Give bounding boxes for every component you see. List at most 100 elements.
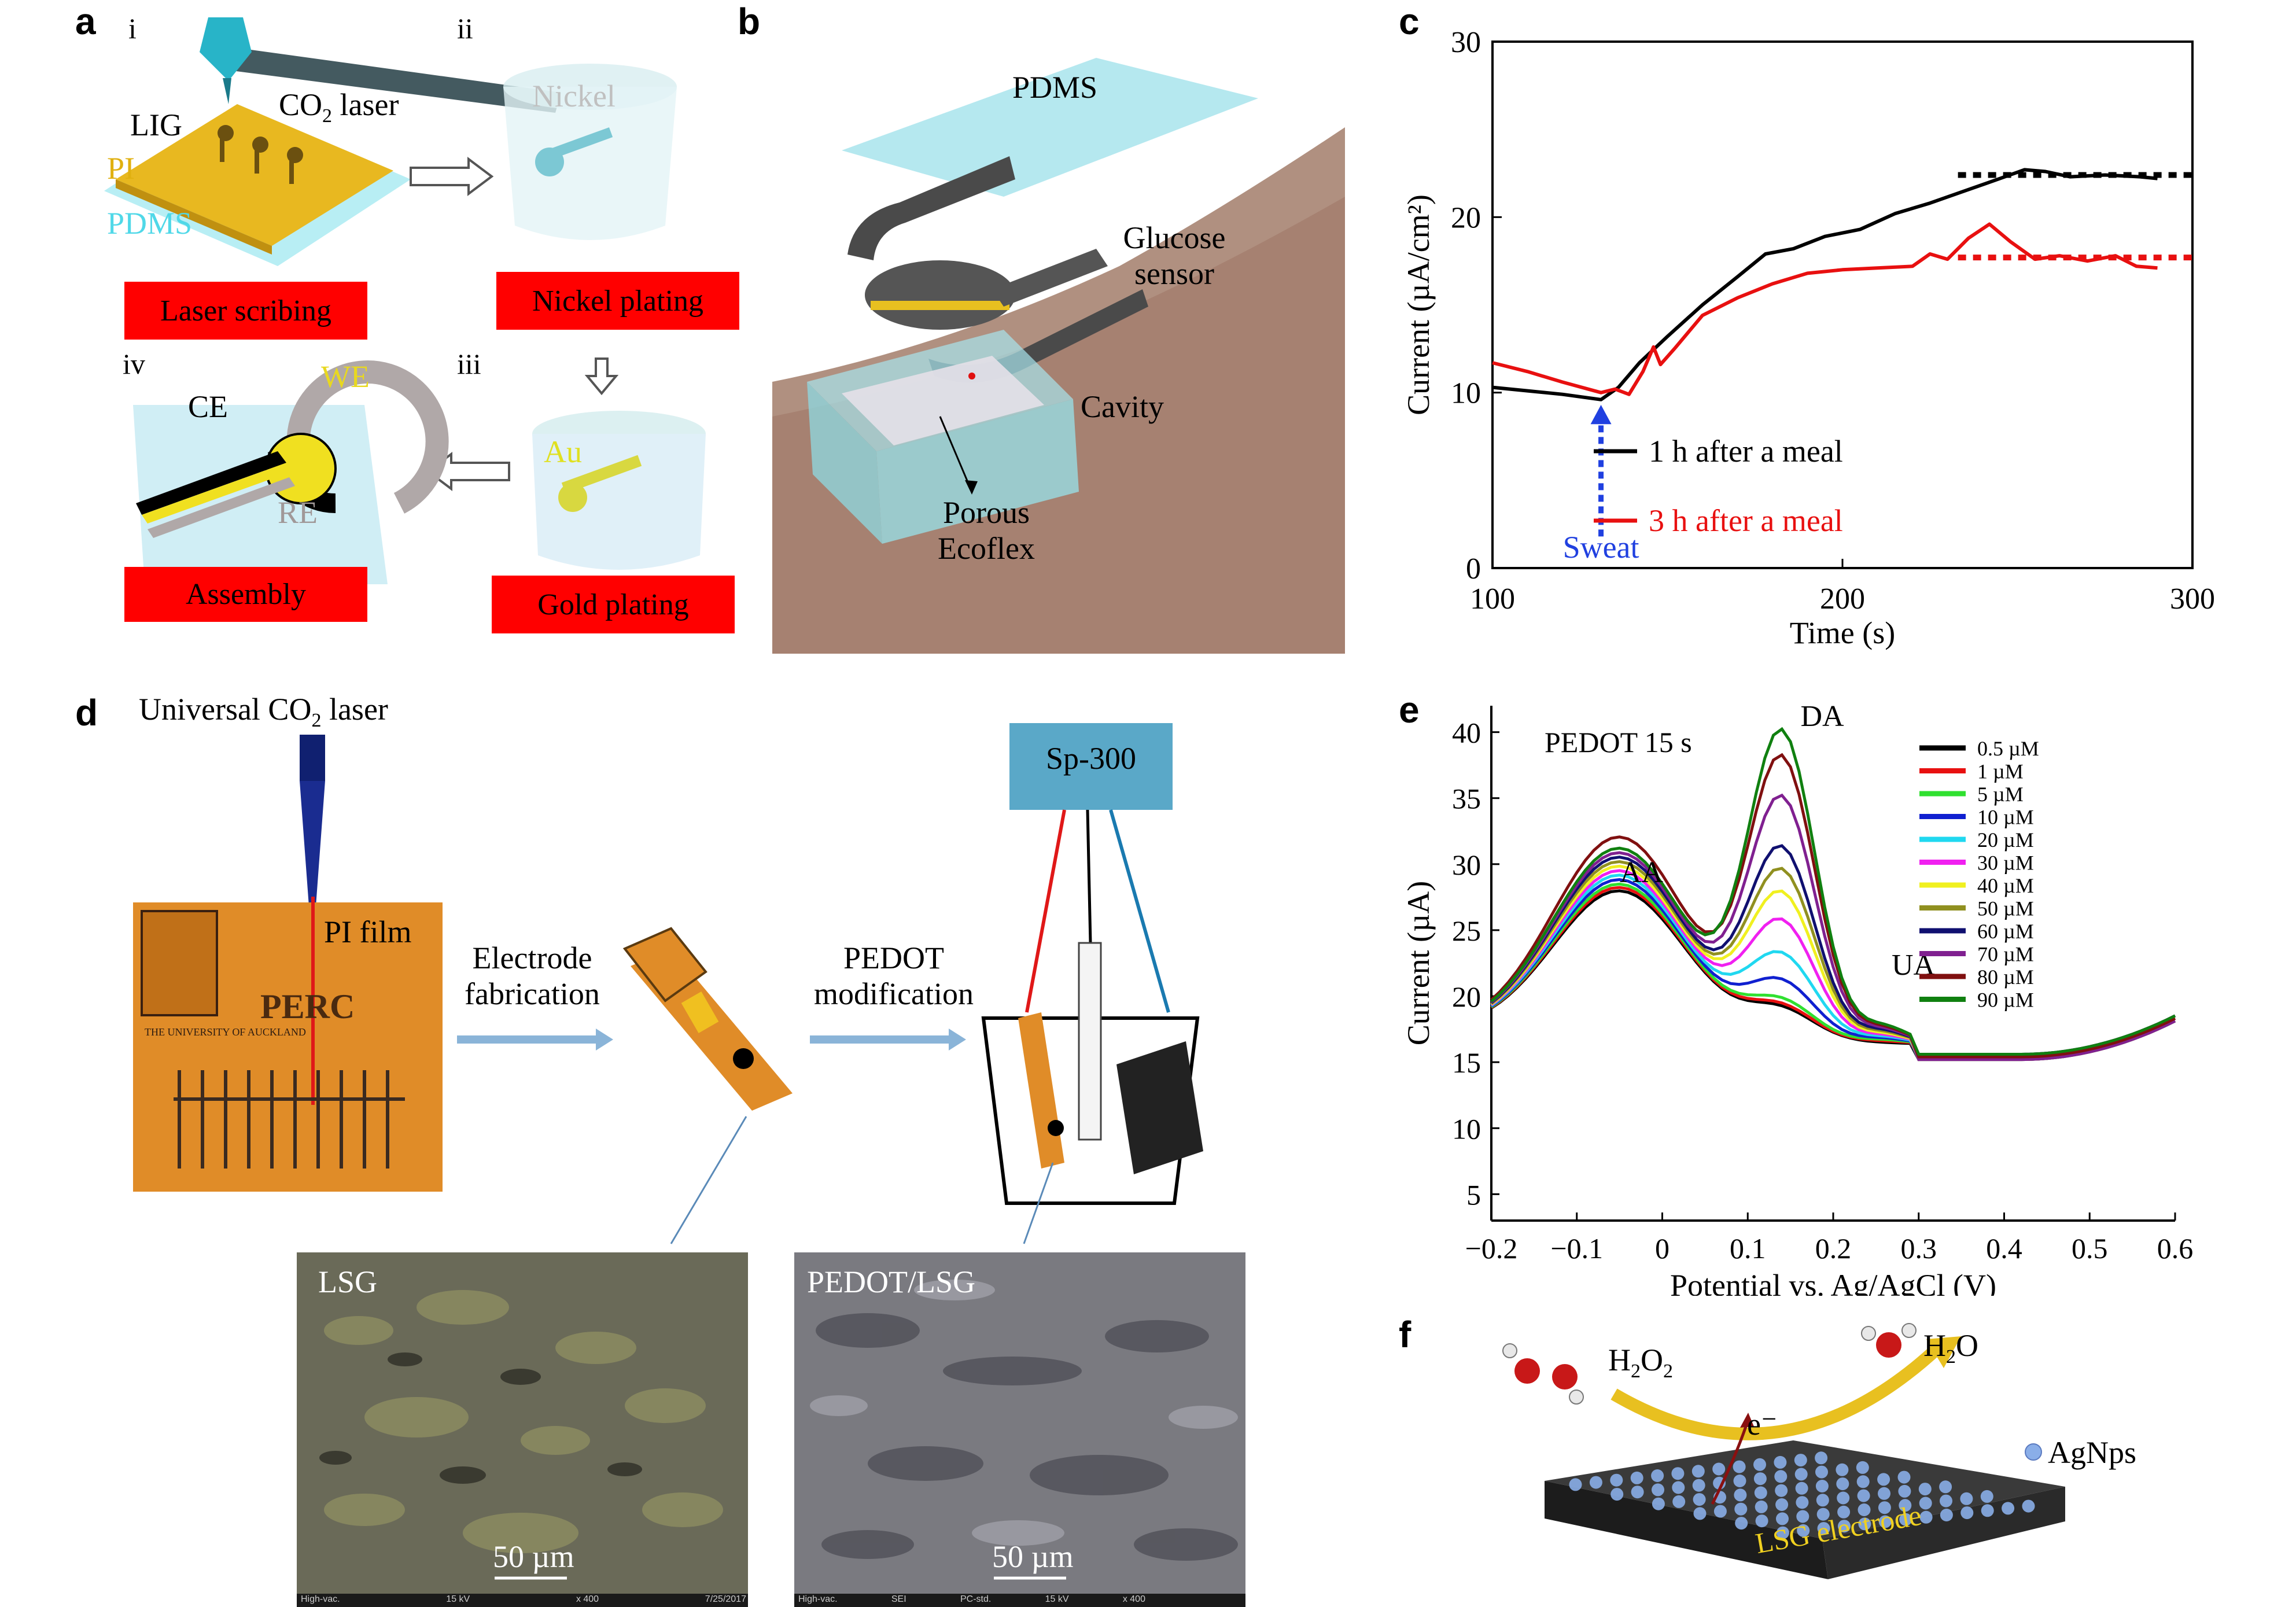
chart-e-xtick-label: 0.5 (2072, 1232, 2108, 1265)
working-electrode-in-cell (1018, 1012, 1064, 1169)
we-lead (142, 463, 292, 524)
agnp-particle (1610, 1488, 1624, 1501)
glucose-sensor-disk (865, 260, 1015, 330)
pi-label: PI (107, 151, 135, 186)
h2o-label: H2O (1923, 1328, 1978, 1368)
chart-c: 100 200 300 0 10 20 30 Time (s) Current (µA/cm²)… (1401, 26, 2215, 650)
h2o-oxygen (1876, 1332, 1901, 1358)
step-iii-label: iii (457, 348, 481, 380)
chart-e-xtick-label: 0.2 (1815, 1232, 1852, 1265)
agnp-particle (1693, 1493, 1706, 1506)
agnp-particle (1878, 1501, 1891, 1514)
agnp-particle (1960, 1492, 1973, 1505)
h2o2-oxygen-1 (1514, 1358, 1540, 1384)
chart-e-ytick-label: 30 (1452, 849, 1481, 881)
agnp-particle (1838, 1520, 1851, 1533)
chart-e-legend-label-7: 40 µM (1977, 874, 2034, 897)
pdms-label-a: PDMS (107, 206, 193, 241)
agnp-particle (1836, 1477, 1849, 1491)
panel-e-label: e (1399, 689, 1420, 731)
electrode-iii-head (558, 483, 587, 512)
re-label: RE (278, 495, 318, 530)
working-electrode-spot (1048, 1120, 1064, 1136)
ce-lead (136, 451, 286, 515)
agnp-particle (1897, 1470, 1911, 1484)
pdms-top-slab (842, 58, 1258, 197)
agnp-particle (1589, 1476, 1602, 1489)
h2o2-oxygen-2 (1552, 1364, 1578, 1389)
sem-lsg-pores (319, 1352, 642, 1484)
reaction-arrow-head (1926, 1336, 1961, 1368)
agnp-particle (1817, 1522, 1830, 1535)
chart-e-legend-label-11: 80 µM (1977, 965, 2034, 989)
chart-e-da-label: DA (1800, 700, 1844, 733)
agnp-particle (1816, 1494, 1829, 1507)
agnp-particle (1939, 1480, 1952, 1494)
electrode-black-spot (733, 1048, 754, 1069)
chart-e-series-line-1 (1490, 889, 2176, 1061)
sem-pedot-scale-label: 50 µm (992, 1539, 1074, 1574)
agnp-particle (1856, 1475, 1870, 1488)
chart-c-ytick-label: 30 (1451, 26, 1481, 59)
agnp-particles (1569, 1451, 2035, 1539)
ecoflex-box-front (876, 399, 1079, 544)
au-label: Au (544, 434, 582, 469)
agnp-particle (1651, 1469, 1664, 1482)
agnp-particle (1794, 1468, 1808, 1481)
re-lead (148, 477, 295, 538)
sem-lsg-footer: High-vac. 15 kV x 400 7/25/2017 (301, 1594, 746, 1604)
electrode-array-pattern (174, 1070, 405, 1169)
agnp-particle (1878, 1515, 1892, 1528)
glucose-sensor-gold-layer (871, 301, 1009, 310)
laser-beam (311, 897, 315, 1105)
sem-lsg-footer-bar (297, 1594, 748, 1607)
agnp-particle (1899, 1499, 1912, 1512)
agnp-particle (1877, 1473, 1890, 1486)
chart-e-legend-label-2: 1 µM (1977, 760, 2024, 783)
pdms-label-b: PDMS (1012, 70, 1098, 105)
electrode-ii (544, 127, 613, 161)
legend-label-1h: 1 h after a meal (1649, 434, 1843, 469)
sem-pedot-texture (816, 1313, 1238, 1561)
chart-e: −0.2 −0.1 0 0.1 0.2 0.3 0.4 0.5 0.6 5 10 15 20 25 30 35… (1401, 700, 2193, 1296)
chart-e-ytick-label: 35 (1452, 783, 1481, 815)
universal-laser-label: Universal CO2 laser (139, 692, 388, 731)
chart-c-xtick-label: 200 (1820, 583, 1865, 615)
sem-pedot-lsg-label: PEDOT/LSG (807, 1265, 976, 1299)
electrode-iii (561, 455, 642, 494)
glucose-sensor-label: Glucose sensor (1123, 220, 1226, 291)
electrode-ii-head (535, 148, 564, 176)
pi-sheet (116, 104, 393, 246)
chart-c-ytick-label: 20 (1451, 201, 1481, 234)
porous-pointer (939, 416, 973, 492)
red-wire (1025, 809, 1066, 1013)
electrode-strip-end (622, 927, 707, 1002)
sem-pedot-footer-bar (794, 1594, 1245, 1607)
chart-e-aa-label: AA (1620, 856, 1664, 889)
cavity-label: Cavity (1081, 389, 1164, 424)
chart-c-ytick-label: 0 (1466, 552, 1481, 585)
chart-e-series-line-12 (1490, 727, 2176, 1056)
counter-electrode-mesh (1116, 1041, 1203, 1174)
chart-c-xtick-label: 100 (1470, 583, 1515, 615)
agnp-particle (1733, 1475, 1746, 1487)
beaker-iii (532, 434, 706, 570)
panel-a-illustration (104, 17, 706, 584)
panel-b-label: b (738, 1, 761, 42)
ce-label: CE (188, 389, 229, 424)
reaction-arrow (1610, 1343, 1943, 1440)
agnp-particle (1837, 1491, 1850, 1505)
agnp-particle (1776, 1512, 1789, 1525)
chart-e-ylabel: Current (µA) (1401, 881, 1436, 1046)
agnp-particle (1631, 1486, 1644, 1499)
lsg-slab-left (1545, 1481, 1828, 1579)
chart-c-frame (1491, 40, 2194, 569)
porous-pointer-head (965, 480, 978, 495)
agnp-particle (1755, 1514, 1768, 1528)
agnp-particle (1796, 1510, 1809, 1523)
glucose-sensor-electrode-upper (847, 156, 1015, 260)
agnp-particle (1734, 1502, 1748, 1516)
agnp-particle (1712, 1462, 1726, 1476)
electron-label: e⁻ (1747, 1407, 1778, 1442)
university-crest (141, 910, 218, 1016)
